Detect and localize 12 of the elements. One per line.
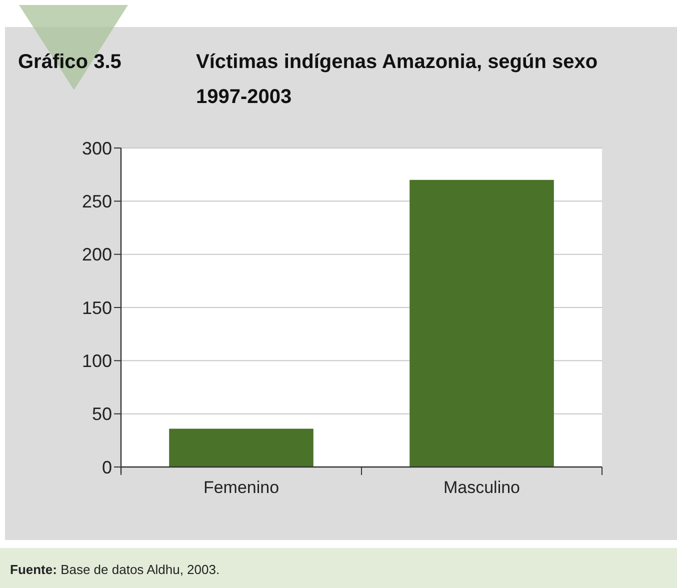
y-tick-label: 200 [82,244,112,265]
y-tick-label: 100 [82,350,112,371]
text: Gráfico 3.5 [18,51,122,73]
y-tick-label: 150 [82,298,112,318]
y-tick-label: 0 [102,457,112,478]
x-tick-label: Femenino [203,478,280,497]
y-tick-label: 300 [82,138,112,158]
chart-title: Víctimas indígenas Amazonia, según sexo 1997-2003 [196,51,598,108]
source-note: Fuente: Base de datos Aldhu, 2003. [10,562,220,577]
y-tick-label: 250 [82,191,112,212]
y-tick-label: 50 [92,404,112,424]
x-tick-label: Masculino [443,478,520,497]
